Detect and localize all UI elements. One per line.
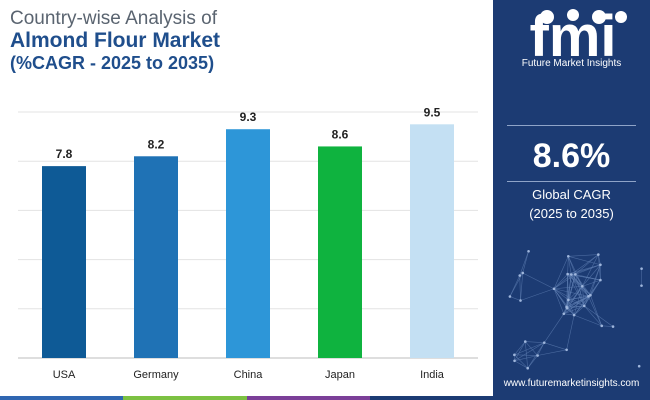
bar-chart: 7.8 USA 8.2 Germany 9.3 China 8.6 Japan 9.5 India <box>18 105 478 381</box>
bar-japan <box>318 146 362 358</box>
title-line-3: (%CAGR - 2025 to 2035) <box>10 53 215 73</box>
divider-top <box>507 125 636 126</box>
footer-segment-2 <box>123 396 247 400</box>
x-tick-label-japan: Japan <box>325 369 355 381</box>
data-label-usa: 7.8 <box>56 147 73 161</box>
website-url: www.futuremarketinsights.com <box>503 378 640 389</box>
footer-segment-1 <box>0 396 124 400</box>
x-tick-label-india: India <box>420 369 445 381</box>
bar-india <box>410 124 454 358</box>
data-label-japan: 8.6 <box>332 127 349 141</box>
footer-segment-4 <box>369 396 493 400</box>
network-decoration-icon <box>508 249 643 370</box>
bar-china <box>226 129 270 358</box>
x-tick-label-germany: Germany <box>133 369 179 381</box>
data-label-china: 9.3 <box>240 110 257 124</box>
brand-name: Future Market Insights <box>521 58 622 69</box>
bar-usa <box>42 166 86 358</box>
data-label-india: 9.5 <box>424 105 441 119</box>
chart-title: Country-wise Analysis of Almond Flour Ma… <box>10 8 220 74</box>
x-tick-label-china: China <box>234 369 264 381</box>
data-label-germany: 8.2 <box>148 137 165 151</box>
divider-bottom <box>507 181 636 182</box>
global-cagr-period: (2025 to 2035) <box>529 206 614 221</box>
global-cagr-value: 8.6% <box>532 137 611 175</box>
title-line-2: Almond Flour Market <box>10 29 221 52</box>
footer-color-bar <box>0 396 493 400</box>
bar-germany <box>134 156 178 358</box>
fmi-logo-icon: fmi <box>530 6 627 69</box>
x-tick-label-usa: USA <box>53 369 76 381</box>
global-cagr-label: Global CAGR <box>532 187 611 202</box>
side-panel: fmi Future Market Insights 8.6% Global C… <box>493 0 650 400</box>
title-line-1: Country-wise Analysis of <box>10 8 217 29</box>
footer-segment-3 <box>246 396 370 400</box>
